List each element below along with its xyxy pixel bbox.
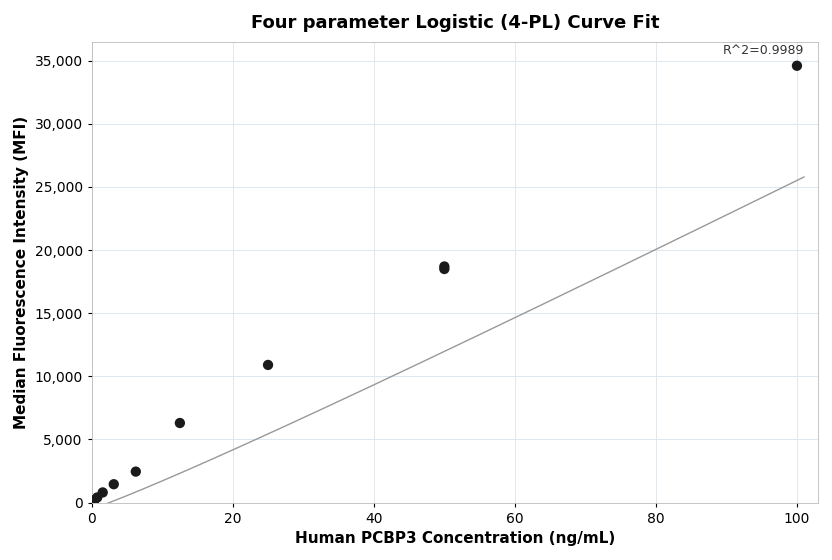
Text: R^2=0.9989: R^2=0.9989 <box>723 44 804 57</box>
X-axis label: Human PCBP3 Concentration (ng/mL): Human PCBP3 Concentration (ng/mL) <box>295 531 615 546</box>
Point <box>91 493 104 502</box>
Point <box>438 262 451 271</box>
Point <box>173 418 186 427</box>
Point <box>88 496 102 505</box>
Point <box>96 488 109 497</box>
Title: Four parameter Logistic (4-PL) Curve Fit: Four parameter Logistic (4-PL) Curve Fit <box>250 14 659 32</box>
Point <box>438 264 451 273</box>
Point <box>107 480 121 489</box>
Point <box>129 467 142 476</box>
Point <box>261 361 275 370</box>
Y-axis label: Median Fluorescence Intensity (MFI): Median Fluorescence Intensity (MFI) <box>14 115 29 429</box>
Point <box>790 61 804 70</box>
